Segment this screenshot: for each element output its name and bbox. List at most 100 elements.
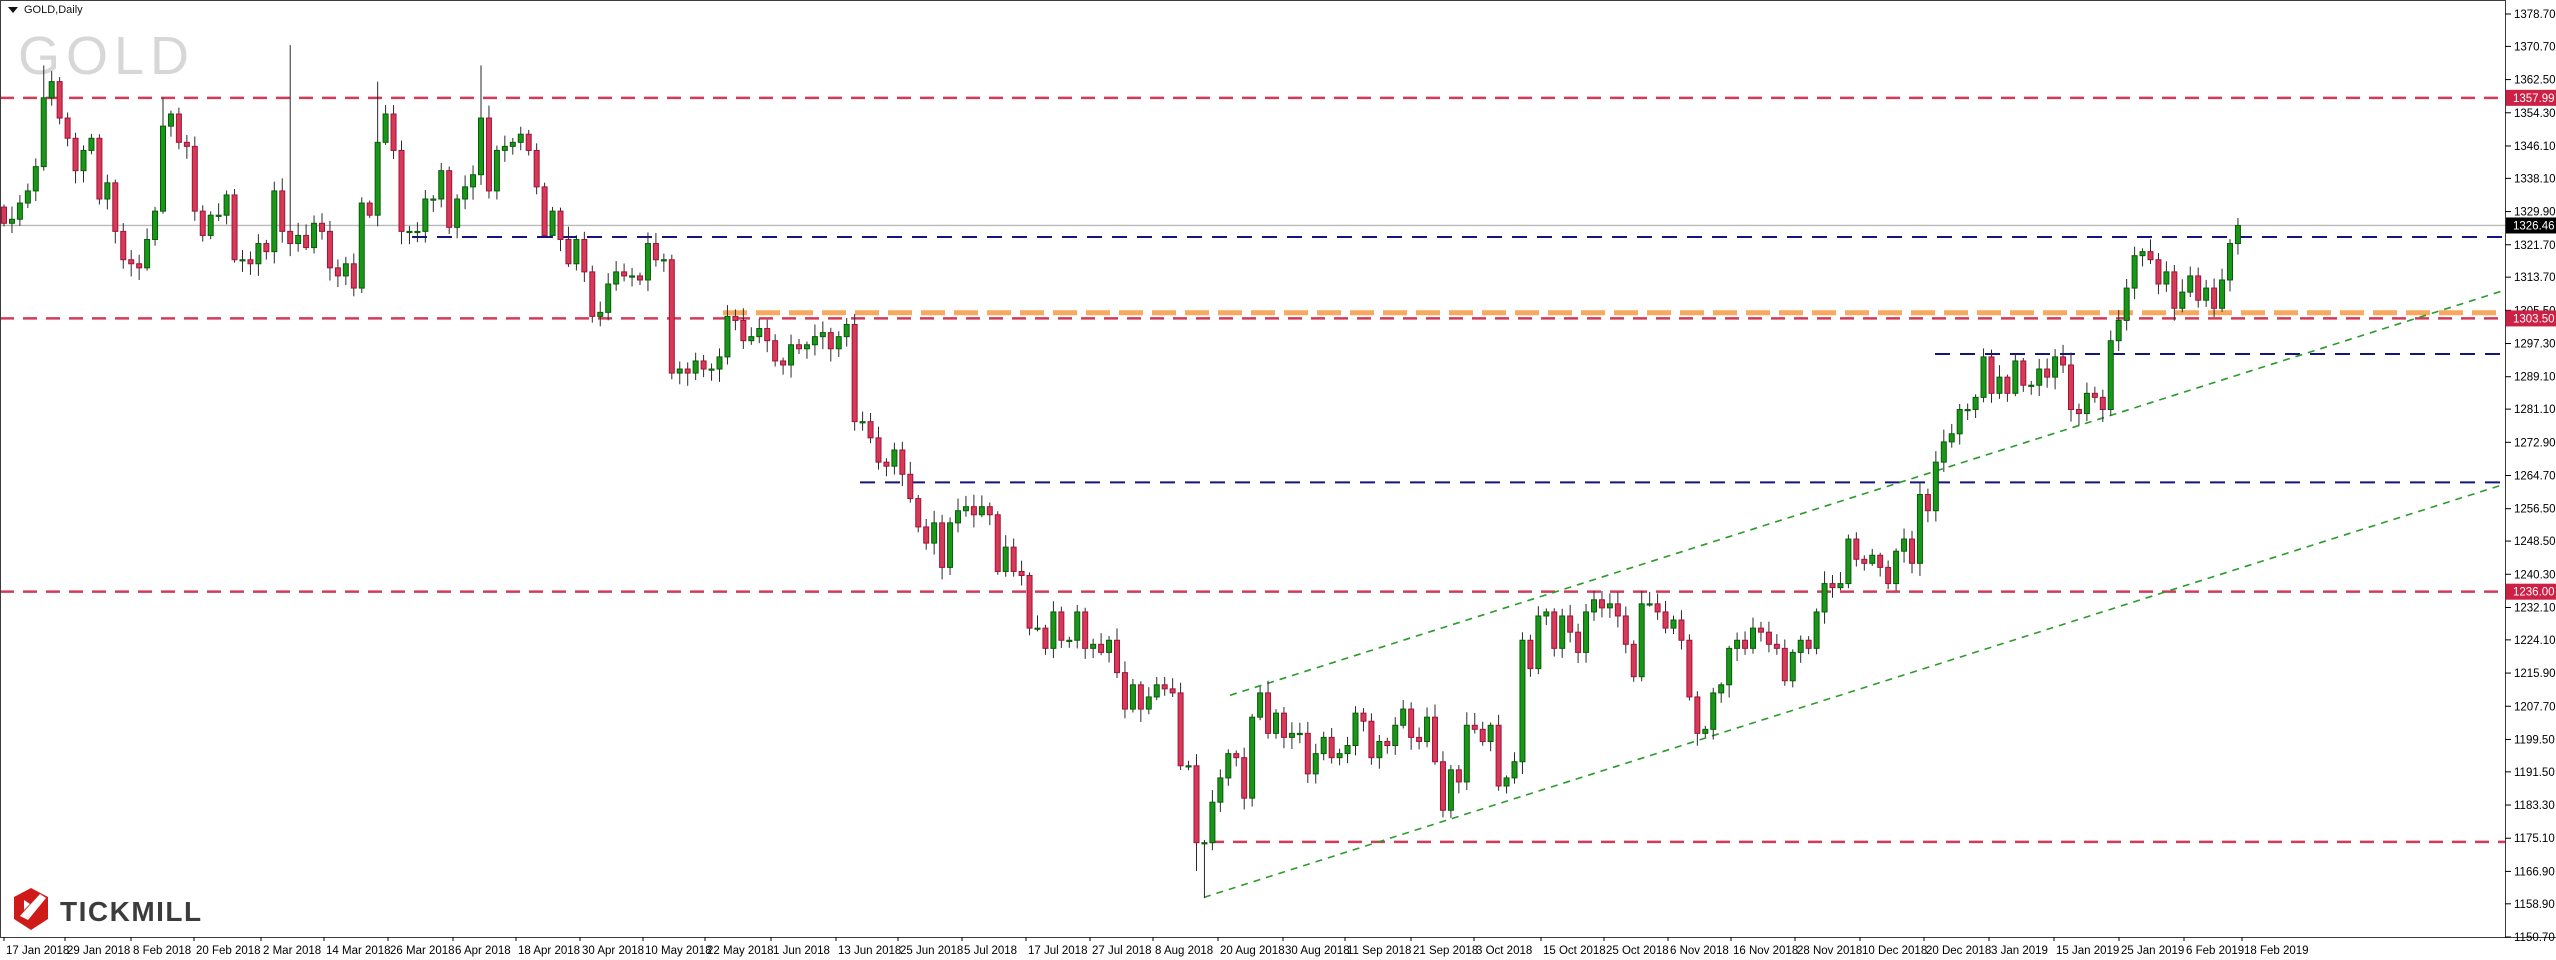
candle-132-bull bbox=[1050, 601, 1057, 659]
candle-4-bull bbox=[32, 158, 39, 202]
date-tick-label: 14 Mar 2018 bbox=[326, 945, 391, 957]
candle-63-bull bbox=[501, 135, 508, 162]
candle-204-bear bbox=[1622, 606, 1629, 654]
candle-49-bear bbox=[390, 105, 397, 160]
candle-230-bear bbox=[1829, 575, 1836, 598]
candle-272-bull bbox=[2163, 261, 2170, 292]
candle-265-bull bbox=[2107, 330, 2114, 416]
candle-219-bear bbox=[1742, 631, 1749, 655]
candle-108-bull bbox=[859, 411, 866, 431]
trend-line-channel-upper[interactable] bbox=[1229, 289, 2506, 697]
candle-67-bear bbox=[533, 143, 540, 195]
candle-152-bull bbox=[1209, 790, 1216, 851]
symbol-selector[interactable]: GOLD,Daily bbox=[8, 4, 83, 16]
candle-216-bull bbox=[1718, 682, 1725, 703]
date-tick-label: 17 Jul 2018 bbox=[1028, 945, 1087, 957]
chart-watermark: GOLD bbox=[18, 26, 195, 86]
candle-83-bull bbox=[660, 253, 667, 272]
candle-114-bear bbox=[907, 461, 914, 503]
candle-167-bear bbox=[1328, 728, 1335, 764]
price-tick-label: 1215.90 bbox=[2514, 668, 2556, 680]
candle-195-bear bbox=[1551, 608, 1558, 657]
price-tick-label: 1191.50 bbox=[2514, 767, 2555, 779]
candle-229-bull bbox=[1821, 571, 1828, 624]
candle-36-bear bbox=[287, 45, 294, 257]
candle-199-bull bbox=[1583, 603, 1590, 663]
candle-30-bull bbox=[239, 250, 246, 272]
candle-174-bear bbox=[1384, 737, 1391, 754]
price-tick-label: 1313.70 bbox=[2514, 272, 2556, 284]
candle-117-bull bbox=[931, 510, 938, 555]
trend-line-channel-lower[interactable] bbox=[1203, 483, 2506, 899]
candle-194-bull bbox=[1543, 608, 1550, 626]
candle-35-bear bbox=[279, 178, 286, 243]
candle-169-bull bbox=[1344, 736, 1351, 764]
candle-248-bull bbox=[1972, 394, 1979, 419]
candle-264-bear bbox=[2099, 389, 2106, 423]
date-tick-label: 25 Oct 2018 bbox=[1606, 945, 1669, 957]
candle-24-bear bbox=[191, 136, 198, 221]
date-tick-label: 29 Jan 2018 bbox=[67, 945, 130, 957]
date-tick-label: 22 May 2018 bbox=[707, 945, 774, 957]
price-tick-label: 1199.50 bbox=[2514, 734, 2555, 746]
svg-text:1326.46: 1326.46 bbox=[2513, 220, 2555, 232]
candle-239-bull bbox=[1901, 528, 1908, 563]
candle-143-bear bbox=[1137, 681, 1144, 722]
price-axis[interactable]: 1378.70 1370.70 1362.50 1354.30 1346.10 1338.… bbox=[2505, 9, 2556, 944]
candle-190-bull bbox=[1511, 752, 1518, 784]
candle-123-bull bbox=[978, 495, 985, 518]
price-tick-label: 1378.70 bbox=[2514, 9, 2556, 21]
candle-84-bear bbox=[668, 254, 675, 380]
candle-259-bear bbox=[2060, 344, 2067, 373]
candle-168-bull bbox=[1336, 748, 1343, 766]
candle-71-bear bbox=[565, 226, 572, 267]
candle-176-bull bbox=[1400, 700, 1407, 729]
candle-99-bull bbox=[788, 334, 795, 378]
candle-142-bull bbox=[1129, 678, 1136, 713]
candle-246-bull bbox=[1956, 403, 1963, 445]
candle-28-bull bbox=[223, 190, 230, 225]
candle-122-bear bbox=[970, 494, 977, 528]
price-tick-label: 1224.10 bbox=[2514, 635, 2556, 647]
candle-32-bull bbox=[255, 234, 262, 276]
date-tick-label: 11 Sep 2018 bbox=[1347, 945, 1411, 957]
candle-104-bear bbox=[827, 327, 834, 362]
candle-233-bear bbox=[1853, 532, 1860, 567]
candle-201-bear bbox=[1598, 591, 1605, 618]
candle-183-bear bbox=[1455, 765, 1462, 794]
candle-155-bear bbox=[1233, 750, 1240, 767]
candle-103-bull bbox=[819, 321, 826, 350]
date-tick-label: 26 Mar 2018 bbox=[390, 945, 455, 957]
candle-257-bear bbox=[2044, 358, 2051, 388]
svg-text:1236.00: 1236.00 bbox=[2513, 587, 2555, 599]
price-tick-label: 1272.90 bbox=[2514, 437, 2556, 449]
candle-147-bear bbox=[1169, 678, 1176, 698]
candle-100-bear bbox=[796, 338, 802, 354]
candle-179-bull bbox=[1424, 707, 1431, 748]
candle-130-bull bbox=[1034, 615, 1041, 632]
candle-0-bear bbox=[1, 204, 7, 227]
candle-29-bear bbox=[231, 188, 238, 263]
candle-9-bear bbox=[72, 132, 79, 184]
candle-33-bear bbox=[263, 239, 270, 260]
candle-14-bear bbox=[112, 179, 119, 244]
candle-134-bull bbox=[1066, 636, 1073, 648]
candle-171-bear bbox=[1360, 708, 1367, 732]
candle-260-bear bbox=[2068, 352, 2074, 422]
candle-106-bull bbox=[843, 317, 850, 347]
candle-245-bull bbox=[1948, 423, 1955, 448]
date-tick-label: 20 Feb 2018 bbox=[196, 945, 261, 957]
date-tick-label: 25 Jan 2019 bbox=[2121, 945, 2184, 957]
candle-273-bear bbox=[2171, 264, 2178, 321]
candle-234-bear bbox=[1861, 555, 1868, 571]
candle-180-bear bbox=[1432, 704, 1438, 765]
candle-5-bull bbox=[40, 65, 47, 171]
candle-42-bear bbox=[334, 259, 341, 288]
date-tick-label: 15 Jan 2019 bbox=[2056, 945, 2119, 957]
candle-54-bull bbox=[430, 195, 437, 212]
candle-97-bear bbox=[772, 334, 779, 367]
candle-218-bull bbox=[1734, 632, 1741, 662]
